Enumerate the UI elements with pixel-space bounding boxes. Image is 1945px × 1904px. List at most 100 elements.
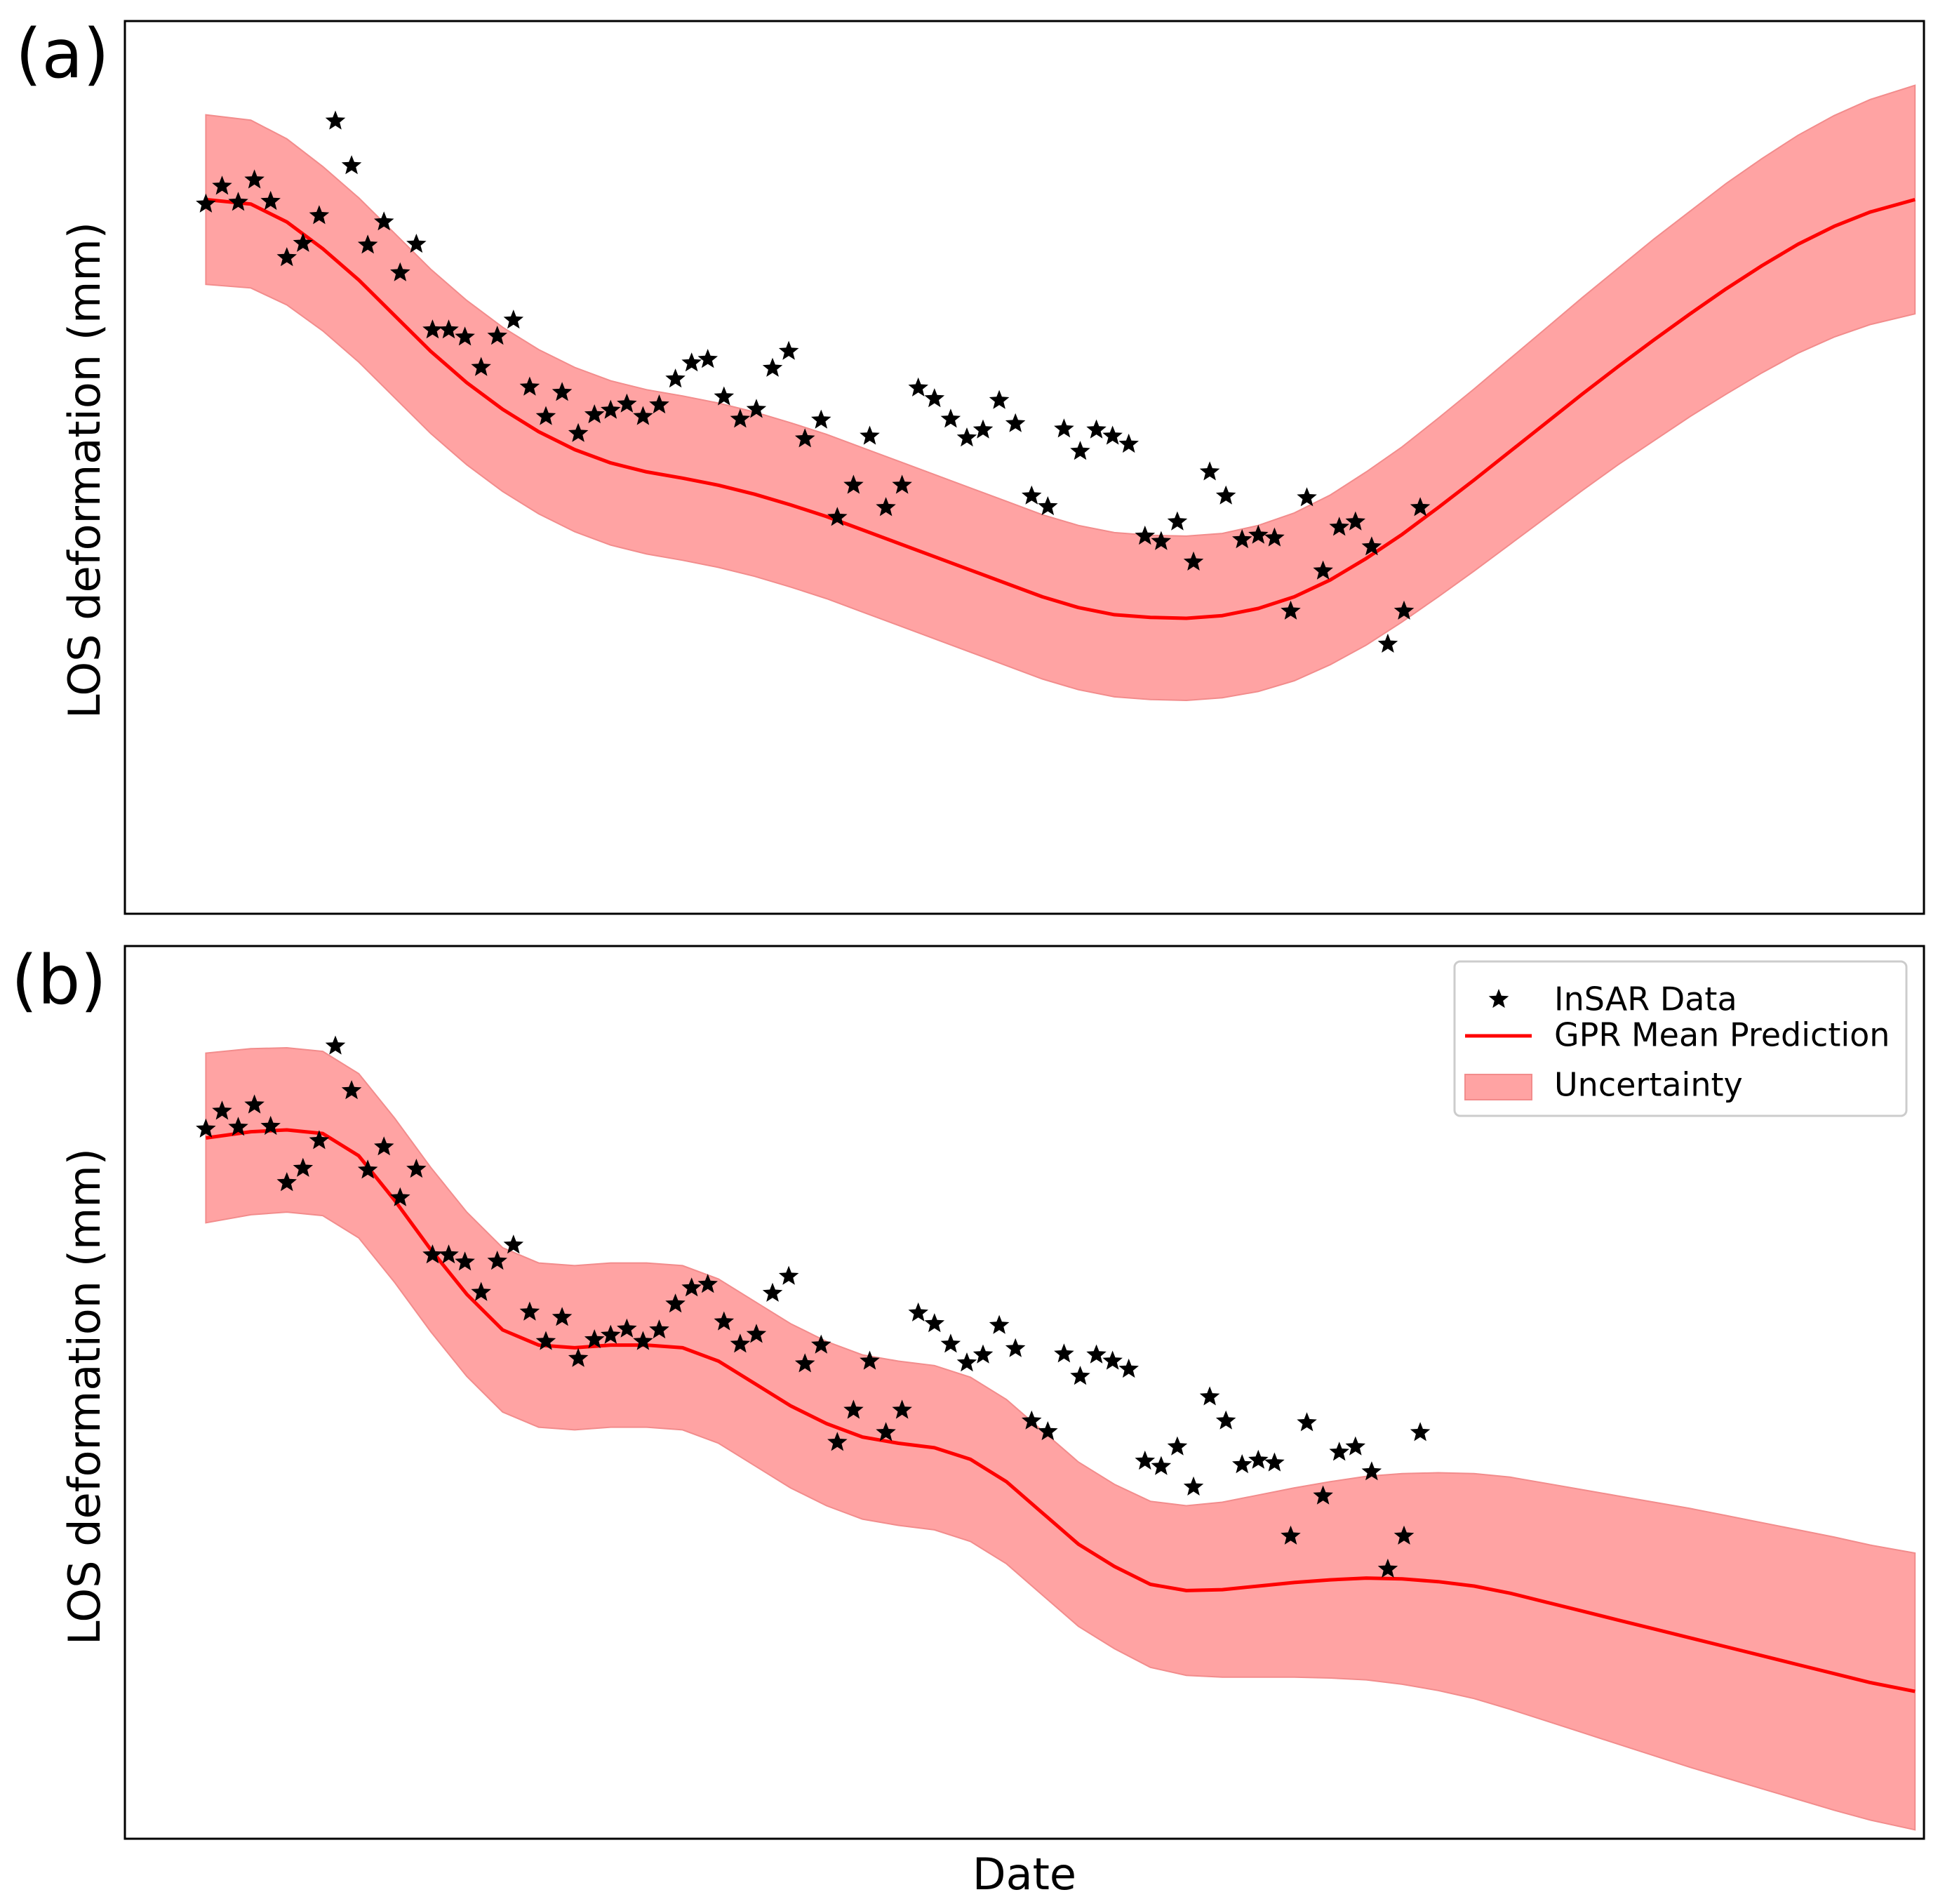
insar-point xyxy=(1281,600,1301,620)
insar-point xyxy=(681,352,702,372)
insar-point xyxy=(406,234,427,253)
uncertainty-band-a xyxy=(205,84,1916,702)
insar-point xyxy=(1005,1338,1026,1357)
insar-point xyxy=(422,1244,443,1264)
insar-point xyxy=(1393,600,1415,620)
insar-point xyxy=(1183,551,1204,571)
insar-point xyxy=(989,1314,1010,1334)
uncertainty-area-a xyxy=(205,84,1916,702)
insar-point xyxy=(341,1080,362,1100)
insar-point xyxy=(794,428,815,448)
panel-label-a: (a) xyxy=(15,15,109,93)
insar-point xyxy=(876,497,896,517)
insar-point xyxy=(228,1117,248,1136)
insar-point xyxy=(212,175,232,195)
insar-point xyxy=(1329,517,1349,536)
insar-point xyxy=(309,1130,330,1150)
insar-point xyxy=(357,1159,378,1179)
insar-point xyxy=(293,232,314,252)
insar-point xyxy=(519,1301,540,1321)
insar-point xyxy=(1232,1454,1252,1474)
star-icon xyxy=(1488,989,1509,1008)
insar-point xyxy=(1167,511,1188,531)
insar-point xyxy=(260,1115,281,1136)
insar-point xyxy=(1054,418,1074,438)
panel-label-b: (b) xyxy=(11,941,107,1020)
plot-frame-b xyxy=(123,945,1925,1840)
panel-a: (a) LOS deformation (mm) xyxy=(15,15,1925,915)
insar-point xyxy=(357,234,378,254)
insar-point xyxy=(390,262,410,281)
insar-point xyxy=(422,319,443,339)
insar-point xyxy=(1070,441,1090,460)
insar-point xyxy=(843,1399,864,1419)
insar-point xyxy=(876,1422,896,1442)
legend-label-uncertainty: Uncertainty xyxy=(1554,1066,1743,1104)
insar-point xyxy=(1135,525,1156,545)
plot-frame-a xyxy=(123,20,1925,915)
insar-point xyxy=(697,1274,718,1293)
insar-point xyxy=(374,211,394,231)
insar-point xyxy=(1167,1436,1188,1456)
insar-point xyxy=(908,377,928,397)
insar-point xyxy=(1022,1410,1042,1430)
insar-point xyxy=(1118,433,1139,453)
insar-point xyxy=(1183,1476,1204,1496)
insar-point xyxy=(503,1234,524,1254)
insar-point xyxy=(956,1352,977,1372)
insar-point xyxy=(471,1281,491,1301)
insar-point xyxy=(471,357,491,376)
insar-point xyxy=(568,422,589,442)
insar-point xyxy=(924,388,945,408)
insar-point xyxy=(730,408,751,428)
insar-point xyxy=(1199,461,1220,481)
insar-point xyxy=(1151,531,1172,550)
y-axis-label-b: LOS deformation (mm) xyxy=(59,1148,110,1645)
uncertainty-area-b xyxy=(205,1046,1916,1831)
insar-point xyxy=(568,1347,589,1367)
insar-point xyxy=(309,205,330,225)
insar-point xyxy=(1313,560,1333,580)
insar-point xyxy=(972,1344,994,1364)
insar-point xyxy=(519,376,540,396)
insar-point xyxy=(746,399,767,418)
insar-point xyxy=(811,1334,831,1354)
gpr-mean-series-b xyxy=(206,1128,1916,1693)
insar-point xyxy=(1215,1410,1236,1430)
insar-point xyxy=(1377,633,1398,653)
insar-point xyxy=(584,1329,605,1349)
insar-point xyxy=(260,190,281,211)
insar-point xyxy=(924,1313,945,1333)
insar-point xyxy=(1297,487,1317,507)
insar-point xyxy=(1281,1525,1301,1545)
insar-point xyxy=(1361,536,1382,556)
insar-point xyxy=(196,193,216,213)
insar-point xyxy=(665,368,686,388)
insar-point xyxy=(633,406,653,425)
insar-point xyxy=(1410,1422,1431,1442)
insar-point xyxy=(1393,1525,1415,1545)
insar-point xyxy=(535,1331,556,1350)
insar-point xyxy=(1199,1386,1220,1406)
legend-label-insar: InSAR Data xyxy=(1554,980,1737,1018)
insar-point xyxy=(487,1251,507,1270)
insar-point xyxy=(778,1265,799,1285)
insar-point xyxy=(1086,419,1107,439)
insar-point xyxy=(860,425,880,445)
insar-point xyxy=(794,1353,815,1373)
insar-point xyxy=(552,382,573,401)
legend-box xyxy=(1453,960,1908,1117)
insar-point xyxy=(827,1432,848,1451)
insar-point xyxy=(892,1399,912,1419)
gpr-mean-line-b xyxy=(206,1128,1916,1693)
insar-point xyxy=(228,192,248,211)
legend-band-icon xyxy=(1464,1074,1532,1100)
insar-point xyxy=(940,1333,961,1353)
insar-point xyxy=(860,1350,880,1370)
insar-point xyxy=(649,394,669,414)
insar-point xyxy=(276,247,297,267)
insar-point xyxy=(1038,1421,1058,1441)
insar-point xyxy=(1038,496,1058,516)
insar-points-b xyxy=(196,1035,1431,1578)
